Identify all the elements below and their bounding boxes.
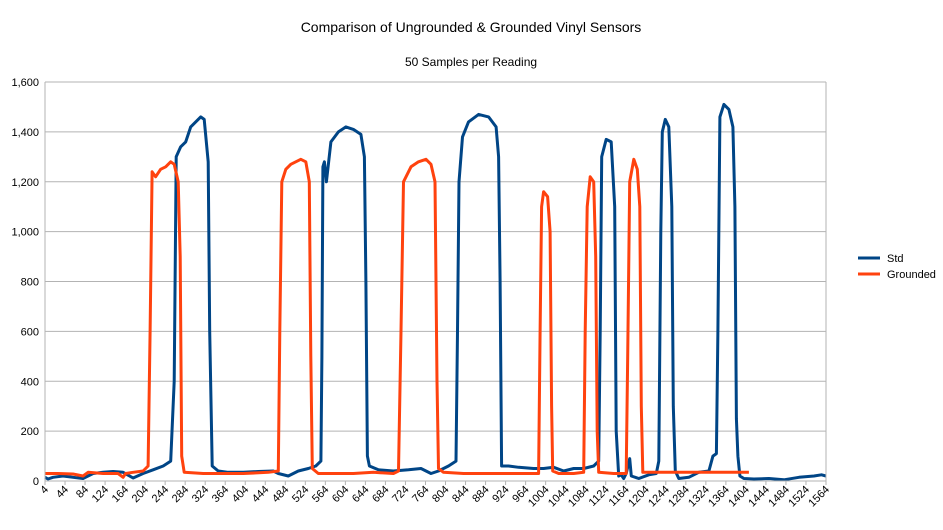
chart-subtitle: 50 Samples per Reading: [405, 55, 537, 69]
axes: [44, 82, 827, 485]
legend-label-grounded: Grounded: [887, 269, 936, 281]
y-axis-tick-labels: 0 200 400 600 800 1,000 1,200 1,400 1,600: [11, 77, 39, 488]
y-tick-label: 1,400: [11, 127, 39, 139]
legend-label-std: Std: [887, 253, 904, 265]
legend: Std Grounded: [858, 253, 936, 281]
y-tick-label: 0: [33, 476, 39, 488]
y-tick-label: 400: [21, 376, 39, 388]
y-tick-label: 1,600: [11, 77, 39, 89]
series-line-grounded: [45, 157, 749, 479]
y-tick-label: 1,200: [11, 177, 39, 189]
series-lines: [44, 102, 827, 482]
y-tick-label: 200: [21, 426, 39, 438]
series-line-std: [44, 102, 827, 482]
y-tick-label: 800: [21, 277, 39, 289]
y-tick-label: 1,000: [11, 227, 39, 239]
y-tick-label: 600: [21, 326, 39, 338]
chart-title: Comparison of Ungrounded & Grounded Viny…: [301, 19, 642, 35]
